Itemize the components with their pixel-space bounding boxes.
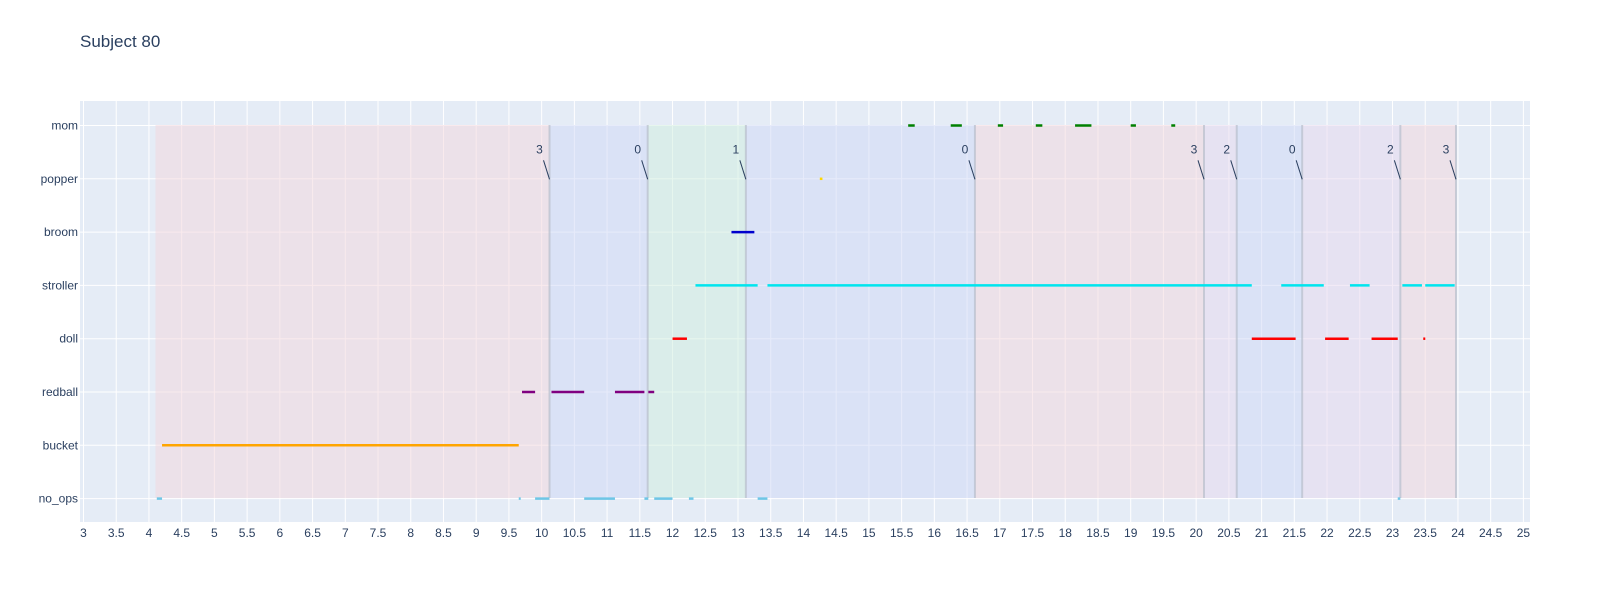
x-tick-label: 15 xyxy=(862,526,876,540)
annotation-arrow xyxy=(739,160,747,180)
phase-regions xyxy=(155,125,1457,498)
phase-region xyxy=(745,125,975,498)
x-tick-label: 7.5 xyxy=(370,526,387,540)
phase-region xyxy=(974,125,1205,498)
x-tick-label: 10.5 xyxy=(563,526,587,540)
x-tick-label: 7 xyxy=(342,526,349,540)
annotation-arrow xyxy=(1230,160,1238,180)
y-tick-label: no_ops xyxy=(39,492,78,506)
x-tick-label: 22.5 xyxy=(1348,526,1372,540)
x-tick-label: 22 xyxy=(1320,526,1334,540)
annotation-arrow xyxy=(1449,160,1457,180)
x-tick-label: 11.5 xyxy=(629,526,652,540)
annotation-label: 2 xyxy=(1223,142,1230,156)
x-tick-label: 5.5 xyxy=(239,526,256,540)
y-axis-ticks: mom popper broom stroller doll redball bucket n… xyxy=(39,119,79,506)
phase-region xyxy=(1236,125,1303,498)
x-tick-label: 21.5 xyxy=(1283,526,1307,540)
x-tick-label: 23.5 xyxy=(1414,526,1438,540)
x-tick-label: 9 xyxy=(473,526,480,540)
x-tick-label: 23 xyxy=(1386,526,1400,540)
x-tick-label: 4.5 xyxy=(173,526,190,540)
annotation-arrow xyxy=(1197,160,1205,180)
x-tick-label: 13 xyxy=(731,526,745,540)
phase-region xyxy=(155,125,550,498)
activity-segments xyxy=(156,124,1455,500)
annotation-arrow xyxy=(641,160,649,180)
x-tick-label: 17 xyxy=(993,526,1007,540)
x-tick-label: 3 xyxy=(80,526,87,540)
x-tick-label: 3.5 xyxy=(108,526,125,540)
y-tick-label: redball xyxy=(42,385,78,399)
x-tick-label: 18 xyxy=(1059,526,1073,540)
y-tick-label: popper xyxy=(41,172,78,186)
x-tick-label: 21 xyxy=(1255,526,1269,540)
chart-title: Subject 80 xyxy=(80,32,161,51)
x-tick-label: 16.5 xyxy=(955,526,979,540)
phase-region xyxy=(549,125,648,498)
x-tick-label: 12.5 xyxy=(694,526,718,540)
y-tick-label: mom xyxy=(51,119,78,133)
phase-region xyxy=(1204,125,1237,498)
x-tick-label: 19 xyxy=(1124,526,1138,540)
x-tick-label: 19.5 xyxy=(1152,526,1176,540)
phase-annotations: 3 0 1 0 3 2 0 2 3 xyxy=(536,142,1457,180)
annotation-label: 0 xyxy=(1289,142,1296,156)
x-tick-label: 24.5 xyxy=(1479,526,1503,540)
annotation-arrow xyxy=(1393,160,1401,180)
annotation-arrow xyxy=(543,160,550,180)
x-tick-label: 15.5 xyxy=(890,526,914,540)
x-tick-label: 10 xyxy=(535,526,549,540)
x-tick-label: 13.5 xyxy=(759,526,783,540)
annotation-label: 3 xyxy=(1191,142,1198,156)
x-tick-label: 8.5 xyxy=(435,526,452,540)
x-tick-label: 20.5 xyxy=(1217,526,1241,540)
x-tick-label: 5 xyxy=(211,526,218,540)
y-tick-label: bucket xyxy=(43,438,79,452)
x-tick-label: 14 xyxy=(797,526,811,540)
annotation-label: 3 xyxy=(1443,142,1450,156)
x-tick-label: 8 xyxy=(407,526,414,540)
x-tick-label: 11 xyxy=(601,526,614,540)
phase-region xyxy=(647,125,746,498)
x-tick-label: 6 xyxy=(277,526,284,540)
annotation-label: 0 xyxy=(634,142,641,156)
x-axis-ticks: 3 3.5 4 4.5 5 5.5 6 6.5 7 7.5 8 8.5 9 9.5 10 10.5 11 11.5… xyxy=(80,526,1530,540)
phase-region xyxy=(1400,125,1456,498)
annotation-label: 0 xyxy=(962,142,969,156)
annotation-label: 2 xyxy=(1387,142,1394,156)
y-tick-label: broom xyxy=(44,225,78,239)
x-tick-label: 9.5 xyxy=(501,526,518,540)
y-tick-label: doll xyxy=(59,332,78,346)
x-tick-label: 17.5 xyxy=(1021,526,1045,540)
x-tick-label: 25 xyxy=(1517,526,1531,540)
x-tick-label: 6.5 xyxy=(304,526,321,540)
x-tick-label: 12 xyxy=(666,526,680,540)
x-tick-label: 16 xyxy=(928,526,942,540)
x-tick-label: 18.5 xyxy=(1086,526,1110,540)
x-tick-label: 4 xyxy=(146,526,153,540)
x-tick-label: 24 xyxy=(1451,526,1465,540)
x-tick-label: 14.5 xyxy=(824,526,848,540)
annotation-label: 1 xyxy=(733,142,740,156)
x-tick-label: 20 xyxy=(1189,526,1203,540)
annotation-arrow xyxy=(1295,160,1303,180)
y-tick-label: stroller xyxy=(42,278,78,292)
annotation-label: 3 xyxy=(536,142,543,156)
phase-region xyxy=(1302,125,1401,498)
annotation-arrow xyxy=(968,160,976,180)
